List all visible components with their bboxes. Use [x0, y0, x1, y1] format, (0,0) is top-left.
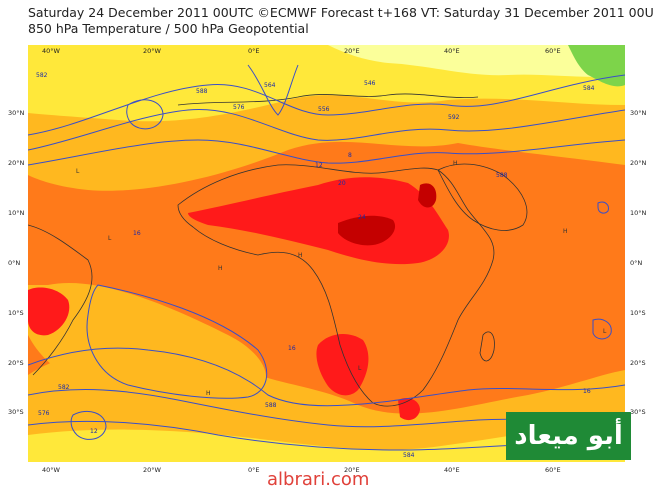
lat-tick-right: 0°N	[630, 259, 643, 267]
contour-trough	[247, 64, 299, 116]
contour-north-3	[28, 139, 625, 166]
contour-label: 546	[364, 80, 376, 87]
contour-label: 582	[36, 72, 48, 79]
contour-loop-ne	[597, 201, 609, 214]
contour-label: 564	[264, 82, 276, 89]
band-pale-north	[328, 45, 625, 77]
band-hot-southern-africa	[316, 333, 369, 396]
band-hot-south-america	[28, 287, 70, 336]
lat-tick-right: 30°N	[630, 109, 647, 117]
low-marker: L	[603, 328, 607, 335]
high-marker: H	[298, 252, 303, 259]
lon-tick-bottom: 20°E	[344, 466, 360, 474]
low-marker: L	[76, 168, 80, 175]
low-marker: L	[358, 365, 362, 372]
contour-label: 12	[90, 428, 98, 435]
marker-group: L H H L H L H H L	[76, 160, 607, 397]
coastlines	[28, 93, 528, 407]
lon-tick-top: 60°E	[545, 47, 561, 55]
map-title-line1: Saturday 24 December 2011 00UTC ©ECMWF F…	[28, 5, 653, 20]
lon-tick-top: 40°E	[444, 47, 460, 55]
high-marker: H	[453, 160, 458, 167]
contour-label: 582	[58, 384, 70, 391]
map-title-line2: 850 hPa Temperature / 500 hPa Geopotenti…	[28, 21, 309, 36]
watermark-text: albrari.com	[267, 469, 370, 490]
contour-label: 576	[38, 410, 50, 417]
band-cool-south	[28, 420, 625, 462]
coast-south-america	[28, 224, 93, 376]
temperature-map: 582 588 576 564 556 546 16 12 8 24 20 59…	[28, 45, 625, 462]
lon-tick-top: 20°W	[143, 47, 161, 55]
contour-label: 20	[338, 180, 346, 187]
low-marker: L	[108, 235, 112, 242]
band-hot-south-tip	[398, 398, 420, 421]
contour-label: 576	[233, 104, 245, 111]
contour-label: 588	[196, 88, 208, 95]
contour-label-group: 582 588 576 564 556 546 16 12 8 24 20 59…	[36, 72, 595, 459]
contour-label: 16	[288, 345, 296, 352]
contour-label: 8	[348, 152, 352, 159]
lon-tick-bottom: 0°E	[248, 466, 260, 474]
lat-tick-left: 20°S	[8, 359, 24, 367]
high-marker: H	[206, 390, 211, 397]
lat-tick-left: 30°N	[8, 109, 25, 117]
site-logo: أبو ميعاد	[506, 412, 631, 460]
lon-tick-bottom: 20°W	[143, 466, 161, 474]
contour-label: 584	[583, 85, 595, 92]
lat-tick-left: 10°N	[8, 209, 25, 217]
lon-tick-top: 0°E	[248, 47, 260, 55]
band-cold-ne	[568, 45, 625, 87]
lon-tick-top: 20°E	[344, 47, 360, 55]
lon-tick-bottom: 40°W	[42, 466, 60, 474]
contour-label: 24	[358, 214, 366, 221]
coast-madagascar	[479, 331, 495, 362]
band-mild-southwest	[28, 283, 267, 400]
lon-tick-bottom: 60°E	[545, 466, 561, 474]
contour-loop-east	[592, 318, 612, 340]
coast-arabia	[437, 163, 528, 231]
contour-label: 588	[496, 172, 508, 179]
contour-loop-atlantic	[126, 99, 164, 130]
lat-tick-right: 10°S	[630, 309, 646, 317]
map-graphic: 582 588 576 564 556 546 16 12 8 24 20 59…	[28, 45, 625, 462]
lat-tick-left: 10°S	[8, 309, 24, 317]
lat-tick-left: 30°S	[8, 408, 24, 416]
lat-tick-right: 20°N	[630, 159, 647, 167]
contour-north-2	[28, 108, 625, 151]
coast-africa	[177, 164, 495, 407]
lat-tick-right: 30°S	[630, 408, 646, 416]
contour-south-1	[28, 347, 625, 407]
contour-label: 592	[448, 114, 460, 121]
contour-loop-sw	[70, 411, 107, 440]
contour-label: 12	[315, 162, 323, 169]
contour-label: 588	[265, 402, 277, 409]
lon-tick-bottom: 40°E	[444, 466, 460, 474]
lat-tick-left: 0°N	[8, 259, 21, 267]
lat-tick-left: 20°N	[8, 159, 25, 167]
contour-loop-south-atlantic	[86, 284, 268, 399]
contour-label: 584	[403, 452, 415, 459]
contour-label: 556	[318, 106, 330, 113]
band-hot-africa	[188, 177, 449, 265]
coast-europe	[177, 93, 479, 106]
lat-tick-right: 10°N	[630, 209, 647, 217]
band-deep-africa	[338, 215, 396, 246]
high-marker: H	[563, 228, 568, 235]
lat-tick-right: 20°S	[630, 359, 646, 367]
contour-label: 16	[583, 388, 591, 395]
high-marker: H	[218, 265, 223, 272]
lon-tick-top: 40°W	[42, 47, 60, 55]
band-deep-arabia	[418, 183, 437, 208]
contour-label: 16	[133, 230, 141, 237]
